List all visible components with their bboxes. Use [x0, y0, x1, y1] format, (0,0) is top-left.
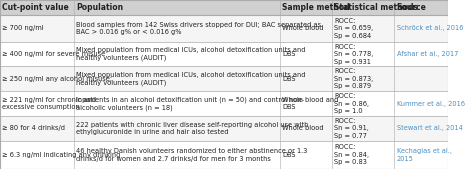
Bar	[0, 141, 448, 169]
Text: DBS: DBS	[283, 152, 296, 158]
Bar	[0, 42, 448, 66]
Text: Sample method: Sample method	[283, 3, 350, 12]
Text: 222 patients with chronic liver disease self-reporting alcohol use with
ethylglu: 222 patients with chronic liver disease …	[76, 122, 309, 135]
Text: ROCC:
Sn = 0.873,
Sp = 0.879: ROCC: Sn = 0.873, Sp = 0.879	[334, 68, 373, 89]
Text: Whole blood: Whole blood	[283, 125, 324, 131]
Text: DBS: DBS	[283, 76, 296, 82]
Text: Schröck et al., 2016: Schröck et al., 2016	[397, 26, 463, 31]
Text: ≥ 700 ng/ml: ≥ 700 ng/ml	[2, 26, 44, 31]
Text: Whole blood: Whole blood	[283, 26, 324, 31]
Text: Blood samples from 142 Swiss drivers stopped for DUI; BAC separated as
BAC > 0.0: Blood samples from 142 Swiss drivers sto…	[76, 22, 321, 35]
Bar	[0, 116, 448, 141]
Text: Kechagias et al.,
2015: Kechagias et al., 2015	[397, 148, 452, 162]
Bar	[0, 66, 448, 91]
Text: ≥ 400 ng/ml for severe misuse: ≥ 400 ng/ml for severe misuse	[2, 51, 106, 57]
Text: Whole blood and
DBS: Whole blood and DBS	[283, 97, 339, 110]
Text: Stewart et al., 2014: Stewart et al., 2014	[397, 125, 463, 131]
Text: ROCC:
Sn = 0.659,
Sp = 0.684: ROCC: Sn = 0.659, Sp = 0.684	[334, 18, 373, 39]
Text: Kummer et al., 2016: Kummer et al., 2016	[397, 101, 465, 107]
Text: ROCC:
Sn = 0.86,
Sp = 1.0: ROCC: Sn = 0.86, Sp = 1.0	[334, 93, 369, 114]
Text: Inpatients in an alcohol detoxification unit (n = 50) and control non-
alcoholic: Inpatients in an alcohol detoxification …	[76, 96, 304, 111]
Text: Population: Population	[76, 3, 123, 12]
Text: Source: Source	[397, 3, 427, 12]
Text: Mixed population from medical ICUs, alcohol detoxification units and
healthy vol: Mixed population from medical ICUs, alco…	[76, 72, 306, 86]
Text: ROCC:
Sn = 0.778,
Sp = 0.931: ROCC: Sn = 0.778, Sp = 0.931	[334, 44, 373, 65]
Text: Mixed population from medical ICUs, alcohol detoxification units and
healthy vol: Mixed population from medical ICUs, alco…	[76, 47, 306, 61]
Bar	[0, 0, 448, 15]
Text: DBS: DBS	[283, 51, 296, 57]
Text: Afshar et al., 2017: Afshar et al., 2017	[397, 51, 458, 57]
Text: ≥ 221 ng/ml for chronic and
excessive consumption: ≥ 221 ng/ml for chronic and excessive co…	[2, 97, 96, 110]
Bar	[0, 91, 448, 116]
Text: 46 healthy Danish volunteers randomized to either abstinence or 1.3
drinks/d for: 46 healthy Danish volunteers randomized …	[76, 148, 308, 162]
Text: Cut-point value: Cut-point value	[2, 3, 69, 12]
Text: ≥ 6.3 ng/ml indicating any drinking: ≥ 6.3 ng/ml indicating any drinking	[2, 152, 120, 158]
Text: ≥ 250 ng/ml any alcohol misuse;: ≥ 250 ng/ml any alcohol misuse;	[2, 76, 112, 82]
Text: ROCC:
Sn = 0.91,
Sp = 0.77: ROCC: Sn = 0.91, Sp = 0.77	[334, 118, 369, 139]
Bar	[0, 15, 448, 42]
Text: ≥ 80 for 4 drinks/d: ≥ 80 for 4 drinks/d	[2, 125, 65, 131]
Text: ROCC:
Sn = 0.84,
Sp = 0.83: ROCC: Sn = 0.84, Sp = 0.83	[334, 144, 369, 165]
Text: Statistical methods: Statistical methods	[334, 3, 418, 12]
